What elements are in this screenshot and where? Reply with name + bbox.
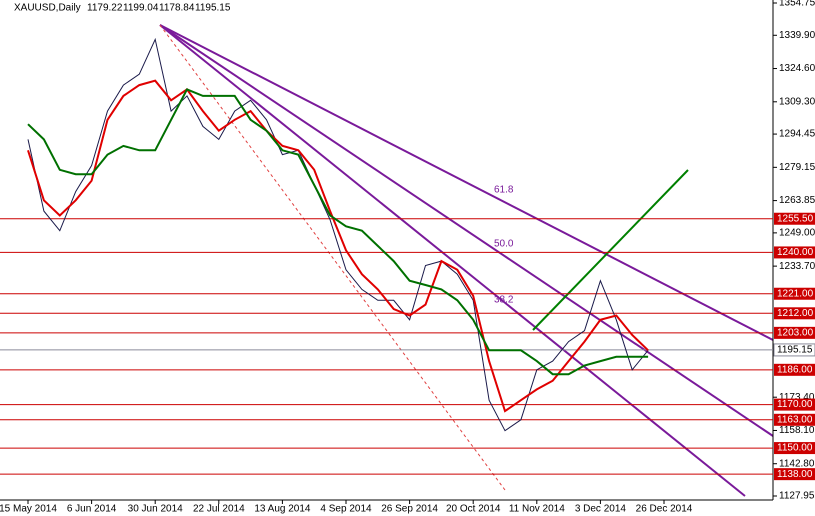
level-box	[774, 363, 815, 376]
fib-base-line	[159, 24, 506, 491]
level-box	[774, 246, 815, 259]
x-tick-label: 4 Sep 2014	[320, 504, 372, 515]
level-label: 1212.00	[777, 308, 814, 319]
x-tick-label: 26 Dec 2014	[636, 504, 693, 515]
y-tick-label: 1354.75	[779, 0, 815, 9]
level-label: 1240.00	[777, 247, 814, 258]
level-box	[774, 442, 815, 455]
y-tick-label: 1339.90	[779, 30, 815, 41]
x-tick-label: 15 May 2014	[0, 504, 57, 515]
level-label: 1150.00	[777, 443, 813, 454]
drawing-objects	[159, 24, 774, 497]
x-tick-label: 11 Nov 2014	[509, 504, 565, 515]
ohlc-value: 1195.15	[195, 3, 231, 14]
level-box	[774, 212, 815, 225]
y-tick-label: 1173.40	[779, 392, 815, 403]
x-tick-label: 26 Sep 2014	[381, 504, 438, 515]
price-box	[773, 343, 815, 357]
x-tick-label: 3 Dec 2014	[575, 504, 627, 515]
y-tick-label: 1279.15	[779, 162, 815, 173]
y-tick-label: 1158.10	[779, 425, 815, 436]
ohlc-value: 1179.22	[87, 3, 123, 14]
chart-title: XAUUSD,Daily	[14, 3, 81, 14]
series-line	[27, 88, 649, 376]
x-tick-label: 20 Oct 2014	[446, 504, 501, 515]
level-label: 1203.00	[777, 328, 814, 339]
level-label: 1163.00	[777, 414, 813, 425]
level-label: 1138.00	[777, 469, 813, 480]
x-tick-label: 30 Jun 2014	[128, 504, 183, 515]
x-tick-label: 13 Aug 2014	[254, 504, 311, 515]
level-box	[774, 307, 815, 320]
level-label: 1186.00	[777, 364, 813, 375]
price-label: 1195.15	[777, 345, 813, 356]
ohlc-value: 1199.04	[123, 3, 159, 14]
level-box	[774, 326, 815, 339]
trend-line	[159, 24, 774, 341]
y-tick-label: 1294.45	[779, 129, 815, 140]
y-tick-label: 1324.60	[779, 63, 815, 74]
x-tick-label: 22 Jul 2014	[193, 504, 245, 515]
trend-line	[159, 24, 774, 437]
level-box	[774, 398, 815, 411]
series-line	[27, 37, 649, 432]
y-tick-label: 1263.85	[779, 195, 815, 206]
y-tick-label: 1309.30	[779, 96, 815, 107]
fib-label: 61.8	[494, 185, 514, 196]
fib-label: 38.2	[494, 295, 514, 306]
level-label: 1221.00	[777, 288, 814, 299]
x-tick-label: 6 Jun 2014	[67, 504, 117, 515]
level-box	[774, 413, 815, 426]
trend-line	[532, 169, 689, 331]
level-label: 1170.00	[777, 399, 813, 410]
ohlc-value: 1178.84	[159, 3, 195, 14]
level-label: 1255.50	[777, 213, 814, 224]
series-line	[27, 79, 649, 413]
fib-label: 50.0	[494, 239, 514, 250]
level-box	[774, 287, 815, 300]
level-box	[774, 468, 815, 481]
y-tick-label: 1249.00	[779, 228, 815, 239]
y-tick-label: 1142.80	[779, 458, 815, 469]
y-tick-label: 1127.95	[779, 491, 815, 502]
y-tick-label: 1233.70	[779, 261, 815, 272]
trend-line	[159, 24, 746, 497]
